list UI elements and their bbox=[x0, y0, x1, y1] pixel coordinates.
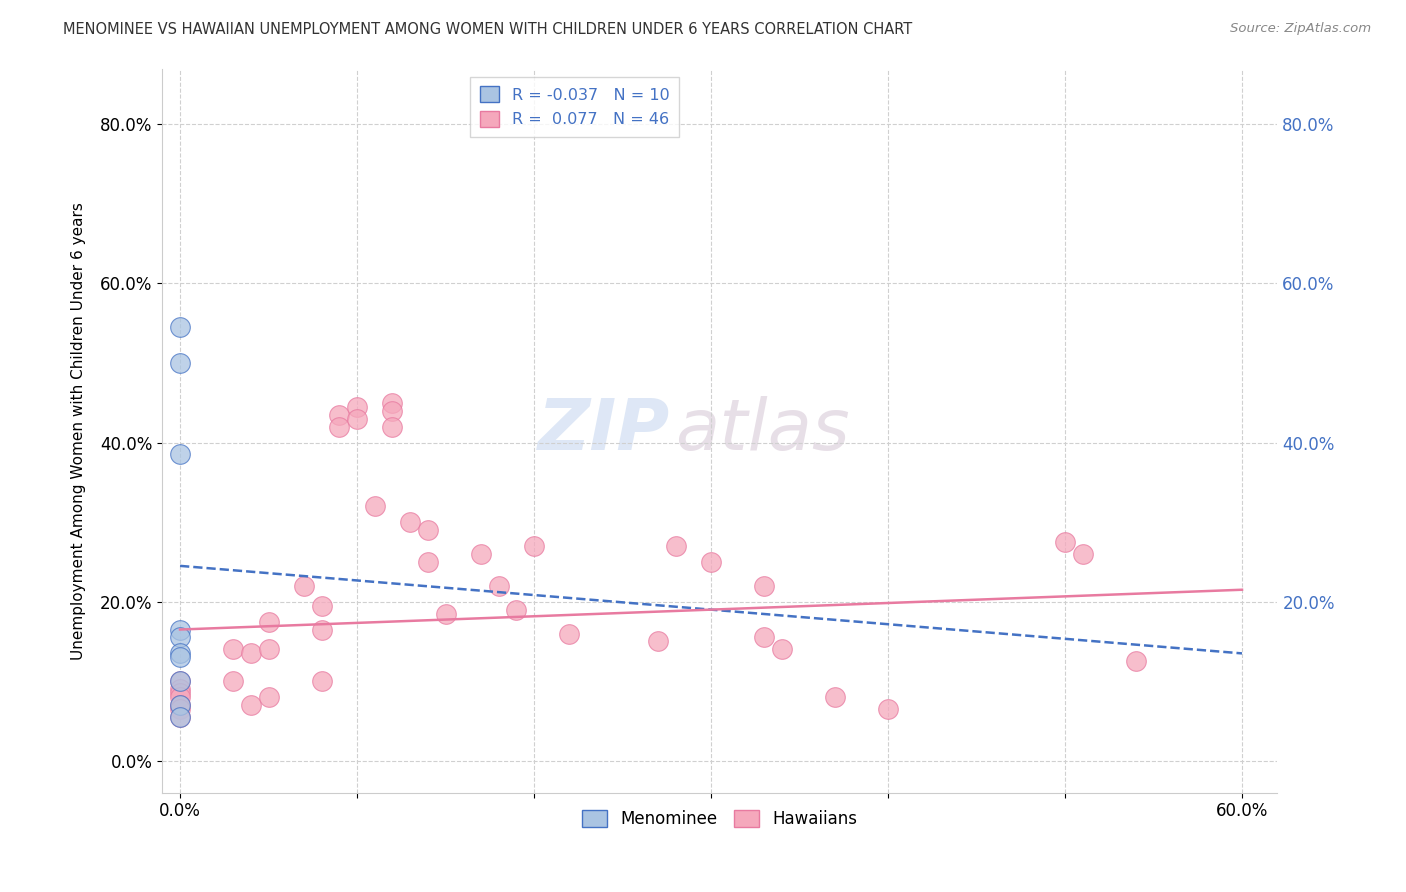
Point bbox=[169, 674, 191, 689]
Point bbox=[169, 356, 191, 370]
Point bbox=[381, 419, 404, 434]
Point bbox=[169, 690, 191, 705]
Point bbox=[292, 579, 315, 593]
Point bbox=[523, 539, 546, 553]
Point bbox=[169, 682, 191, 697]
Point bbox=[169, 702, 191, 716]
Point bbox=[169, 710, 191, 724]
Point bbox=[700, 555, 723, 569]
Point bbox=[434, 607, 457, 621]
Point bbox=[239, 647, 262, 661]
Y-axis label: Unemployment Among Women with Children Under 6 years: Unemployment Among Women with Children U… bbox=[72, 202, 86, 659]
Point bbox=[328, 419, 350, 434]
Point bbox=[257, 615, 280, 629]
Point bbox=[169, 447, 191, 461]
Point bbox=[169, 710, 191, 724]
Point bbox=[311, 599, 333, 613]
Point bbox=[752, 631, 775, 645]
Point bbox=[505, 602, 527, 616]
Point bbox=[399, 515, 422, 529]
Point bbox=[169, 623, 191, 637]
Text: ZIP: ZIP bbox=[537, 396, 669, 465]
Point bbox=[239, 698, 262, 712]
Point bbox=[257, 642, 280, 657]
Text: MENOMINEE VS HAWAIIAN UNEMPLOYMENT AMONG WOMEN WITH CHILDREN UNDER 6 YEARS CORRE: MENOMINEE VS HAWAIIAN UNEMPLOYMENT AMONG… bbox=[63, 22, 912, 37]
Point bbox=[169, 674, 191, 689]
Point bbox=[470, 547, 492, 561]
Point bbox=[169, 631, 191, 645]
Point bbox=[169, 698, 191, 712]
Point bbox=[381, 403, 404, 417]
Point bbox=[824, 690, 846, 705]
Point bbox=[381, 395, 404, 409]
Point bbox=[169, 686, 191, 700]
Text: atlas: atlas bbox=[675, 396, 849, 465]
Point bbox=[752, 579, 775, 593]
Point bbox=[169, 647, 191, 661]
Point bbox=[1071, 547, 1094, 561]
Point bbox=[416, 555, 439, 569]
Point bbox=[558, 626, 581, 640]
Point bbox=[257, 690, 280, 705]
Point bbox=[1125, 654, 1147, 668]
Point bbox=[1053, 535, 1076, 549]
Point bbox=[346, 411, 368, 425]
Point bbox=[311, 623, 333, 637]
Point bbox=[877, 702, 900, 716]
Point bbox=[416, 523, 439, 537]
Point bbox=[311, 674, 333, 689]
Point bbox=[169, 320, 191, 334]
Point bbox=[346, 400, 368, 414]
Point bbox=[169, 650, 191, 665]
Text: Source: ZipAtlas.com: Source: ZipAtlas.com bbox=[1230, 22, 1371, 36]
Point bbox=[770, 642, 793, 657]
Point bbox=[364, 499, 387, 513]
Point bbox=[647, 634, 669, 648]
Point bbox=[665, 539, 688, 553]
Point bbox=[328, 408, 350, 422]
Point bbox=[222, 674, 245, 689]
Legend: Menominee, Hawaiians: Menominee, Hawaiians bbox=[575, 804, 865, 835]
Point bbox=[488, 579, 510, 593]
Point bbox=[169, 698, 191, 712]
Point bbox=[222, 642, 245, 657]
